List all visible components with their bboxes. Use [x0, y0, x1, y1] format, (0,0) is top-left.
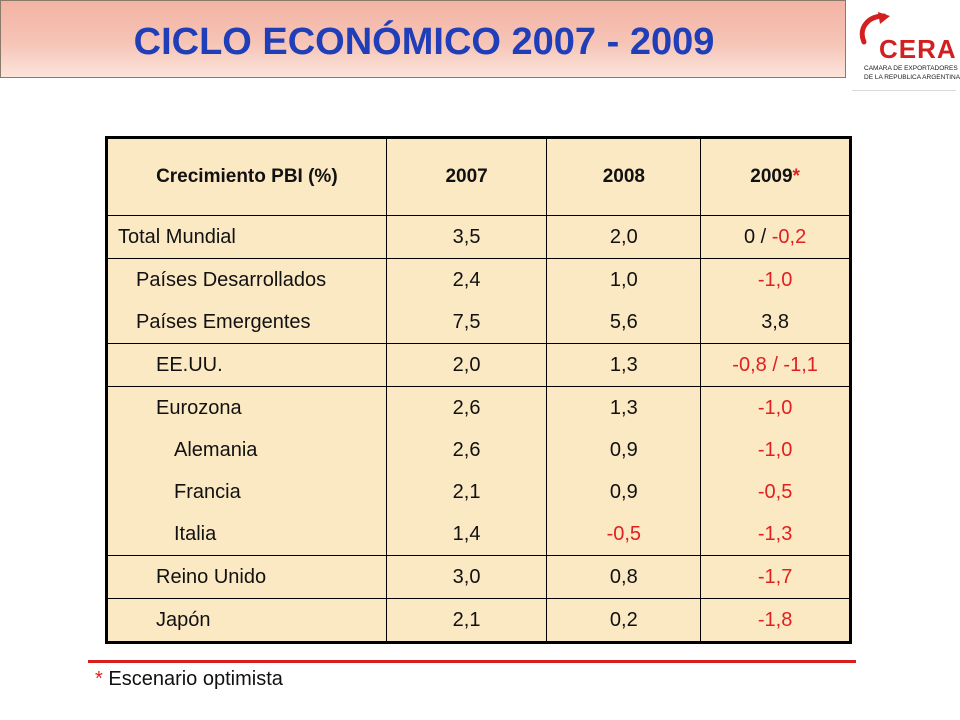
- cell-2008: -0,5: [546, 513, 702, 556]
- cell-2007: 2,4: [385, 258, 548, 301]
- row-label: Eurozona: [106, 386, 387, 429]
- header-label: Crecimiento PBI (%): [106, 137, 387, 216]
- cell-2009: -0,5: [700, 471, 851, 513]
- cell-2008: 1,3: [546, 386, 702, 429]
- cell-2007: 7,5: [385, 301, 548, 344]
- table-row: Reino Unido 3,0 0,8 -1,7: [106, 555, 851, 599]
- cell-2007: 3,0: [385, 555, 548, 599]
- cell-2008: 0,8: [546, 555, 702, 599]
- cell-2007: 2,6: [385, 386, 548, 429]
- cell-2009: 3,8: [700, 301, 851, 344]
- footnote-text: Escenario optimista: [102, 668, 283, 690]
- cell-2009: 0 / -0,2: [700, 215, 851, 259]
- cell-2009: -1,7: [700, 555, 851, 599]
- row-label: Países Desarrollados: [106, 258, 387, 301]
- table-row: Total Mundial 3,5 2,0 0 / -0,2: [106, 215, 851, 259]
- footnote: * Escenario optimista: [95, 668, 283, 691]
- footnote-asterisk: *: [95, 668, 103, 690]
- cell-2007: 2,1: [385, 598, 548, 643]
- row-label: Italia: [106, 513, 387, 556]
- logo-subtitle-1: CAMARA DE EXPORTADORES: [864, 65, 958, 72]
- cell-2009-part-a: 0 /: [743, 225, 772, 248]
- header-2009-year: 2009: [750, 166, 793, 187]
- cell-2009: -1,8: [700, 598, 851, 643]
- title-banner: CICLO ECONÓMICO 2007 - 2009: [0, 0, 846, 78]
- row-label: Francia: [106, 471, 387, 513]
- cell-2009-part-b: -0,2: [771, 225, 807, 248]
- cell-2007: 1,4: [385, 513, 548, 556]
- table-row: Italia 1,4 -0,5 -1,3: [106, 513, 851, 556]
- cell-2007: 2,1: [385, 471, 548, 513]
- cell-2009: -1,0: [700, 258, 851, 301]
- logo-wordmark: CERA: [879, 34, 957, 64]
- table-row: Alemania 2,6 0,9 -1,0: [106, 429, 851, 471]
- logo-subtitle-2: DE LA REPUBLICA ARGENTINA: [864, 74, 960, 81]
- gdp-growth-table: Crecimiento PBI (%) 2007 2008 2009* Tota…: [105, 136, 852, 644]
- cell-2009: -0,8 / -1,1: [700, 343, 851, 387]
- cell-2008: 2,0: [546, 215, 702, 259]
- logo-divider: [852, 90, 956, 91]
- cell-2008: 0,9: [546, 429, 702, 471]
- row-label: EE.UU.: [106, 343, 387, 387]
- table-header-row: Crecimiento PBI (%) 2007 2008 2009*: [106, 137, 851, 216]
- cell-2008: 0,9: [546, 471, 702, 513]
- row-label: Total Mundial: [106, 215, 387, 259]
- cell-2008: 1,0: [546, 258, 702, 301]
- cell-2007: 3,5: [385, 215, 548, 259]
- header-2008: 2008: [546, 137, 702, 216]
- header-2009: 2009*: [700, 137, 851, 216]
- row-label: Reino Unido: [106, 555, 387, 599]
- cera-logo: CERA CAMARA DE EXPORTADORES DE LA REPUBL…: [852, 8, 960, 91]
- row-label: Alemania: [106, 429, 387, 471]
- table-row: Japón 2,1 0,2 -1,8: [106, 598, 851, 643]
- table-row: Países Desarrollados 2,4 1,0 -1,0: [106, 258, 851, 301]
- table-row: Eurozona 2,6 1,3 -1,0: [106, 386, 851, 429]
- table-row: EE.UU. 2,0 1,3 -0,8 / -1,1: [106, 343, 851, 387]
- row-label: Países Emergentes: [106, 301, 387, 344]
- cell-2008: 5,6: [546, 301, 702, 344]
- cell-2009: -1,3: [700, 513, 851, 556]
- header-2009-asterisk: *: [792, 166, 800, 187]
- page-title: CICLO ECONÓMICO 2007 - 2009: [133, 21, 715, 63]
- header-2007: 2007: [385, 137, 548, 216]
- logo-swoosh-icon: [859, 12, 890, 45]
- footer-divider: [88, 660, 856, 663]
- table-row: Países Emergentes 7,5 5,6 3,8: [106, 301, 851, 344]
- row-label: Japón: [106, 598, 387, 643]
- cell-2007: 2,0: [385, 343, 548, 387]
- cell-2009: -1,0: [700, 429, 851, 471]
- cell-2008: 1,3: [546, 343, 702, 387]
- cell-2009: -1,0: [700, 386, 851, 429]
- cell-2007: 2,6: [385, 429, 548, 471]
- cell-2008: 0,2: [546, 598, 702, 643]
- table-row: Francia 2,1 0,9 -0,5: [106, 471, 851, 513]
